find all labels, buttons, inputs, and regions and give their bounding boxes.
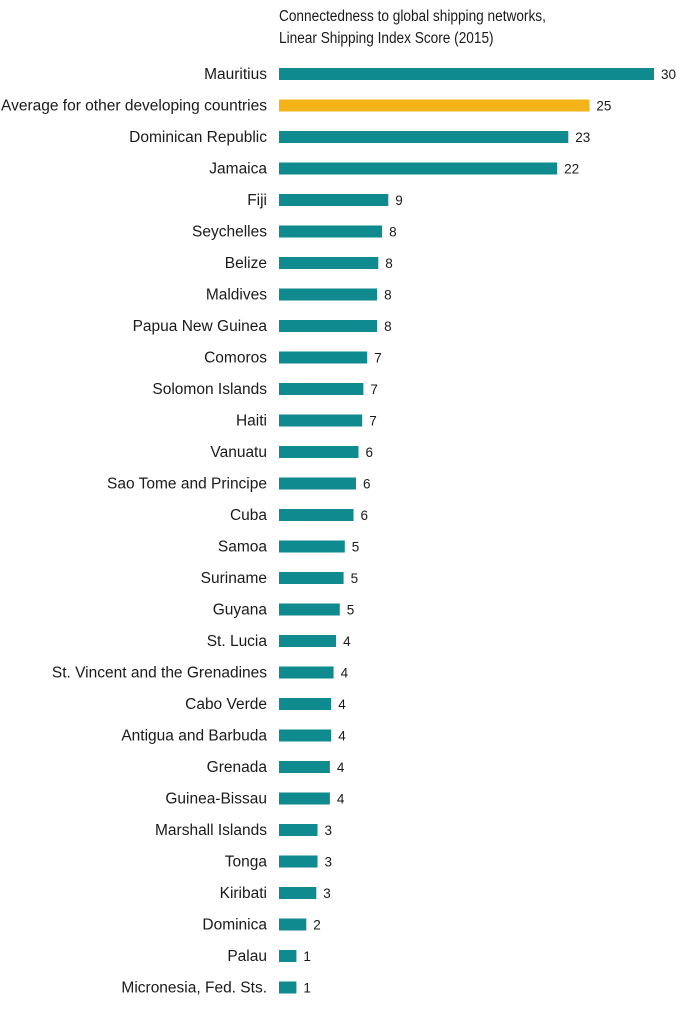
bar-fiji	[279, 194, 389, 206]
value-label-dominica: 2	[313, 918, 321, 933]
value-label-comoros: 7	[374, 351, 382, 366]
bar-average-for-other-developing-countries	[279, 99, 590, 112]
category-label-grenada: Grenada	[207, 759, 268, 776]
value-label-cabo-verde: 4	[338, 697, 346, 712]
bar-micronesia-fed-sts	[279, 981, 297, 994]
category-label-papua-new-guinea: Papua New Guinea	[133, 318, 268, 335]
value-label-average-for-other-developing-countries: 25	[596, 99, 611, 114]
category-label-average-for-other-developing-countries: Average for other developing countries	[1, 98, 267, 115]
value-label-antigua-and-barbuda: 4	[338, 729, 346, 744]
category-label-samoa: Samoa	[218, 539, 267, 556]
bar-seychelles	[279, 225, 383, 238]
value-label-haiti: 7	[369, 414, 377, 429]
value-label-kiribati: 3	[323, 886, 331, 901]
category-label-st-vincent-and-the-grenadines: St. Vincent and the Grenadines	[52, 665, 267, 682]
bar-tonga	[279, 855, 318, 868]
value-label-jamaica: 22	[564, 162, 579, 177]
category-label-guyana: Guyana	[213, 602, 268, 619]
value-label-sao-tome-and-principe: 6	[363, 477, 371, 492]
bar-maldives	[279, 288, 378, 301]
category-label-vanuatu: Vanuatu	[210, 444, 267, 461]
value-label-st-lucia: 4	[343, 634, 351, 649]
category-label-sao-tome-and-principe: Sao Tome and Principe	[107, 476, 267, 493]
bar-guinea-bissau	[279, 792, 330, 805]
bar-sao-tome-and-principe	[279, 477, 356, 490]
category-label-antigua-and-barbuda: Antigua and Barbuda	[121, 728, 267, 745]
category-label-comoros: Comoros	[204, 350, 267, 367]
value-label-papua-new-guinea: 8	[384, 319, 392, 334]
bar-kiribati	[279, 887, 317, 899]
bar-suriname	[279, 572, 344, 584]
value-label-fiji: 9	[395, 193, 403, 208]
bar-cabo-verde	[279, 698, 332, 710]
bar-belize	[279, 257, 379, 269]
value-label-guinea-bissau: 4	[337, 792, 345, 807]
category-label-haiti: Haiti	[236, 413, 267, 430]
chart-title-line-2: Linear Shipping Index Score (2015)	[279, 30, 494, 47]
chart-title-line-1: Connectedness to global shipping network…	[279, 8, 546, 25]
category-label-marshall-islands: Marshall Islands	[155, 822, 267, 839]
value-label-samoa: 5	[352, 540, 360, 555]
bar-marshall-islands	[279, 824, 318, 836]
bar-samoa	[279, 540, 345, 553]
bar-solomon-islands	[279, 383, 364, 395]
value-label-marshall-islands: 3	[325, 823, 333, 838]
chart-title: Connectedness to global shipping network…	[279, 6, 622, 50]
value-label-belize: 8	[385, 256, 393, 271]
bar-st-lucia	[279, 635, 337, 647]
bar-mauritius	[279, 68, 654, 80]
category-label-st-lucia: St. Lucia	[207, 633, 268, 650]
category-label-jamaica: Jamaica	[209, 161, 267, 178]
category-label-tonga: Tonga	[225, 854, 268, 871]
bar-vanuatu	[279, 446, 359, 458]
category-label-suriname: Suriname	[201, 570, 267, 587]
bar-papua-new-guinea	[279, 320, 378, 332]
category-label-kiribati: Kiribati	[220, 885, 267, 902]
bar-jamaica	[279, 162, 558, 175]
category-label-guinea-bissau: Guinea-Bissau	[165, 791, 267, 808]
bar-dominican-republic	[279, 131, 569, 143]
category-label-fiji: Fiji	[247, 192, 267, 209]
value-label-seychelles: 8	[389, 225, 397, 240]
value-label-palau: 1	[303, 949, 311, 964]
category-label-seychelles: Seychelles	[192, 224, 267, 241]
bar-guyana	[279, 603, 340, 616]
bar-comoros	[279, 351, 368, 364]
bar-grenada	[279, 761, 330, 773]
value-label-mauritius: 30	[661, 67, 676, 82]
value-label-vanuatu: 6	[366, 445, 374, 460]
bar-cuba	[279, 509, 354, 521]
category-label-micronesia-fed-sts: Micronesia, Fed. Sts.	[121, 980, 267, 997]
category-label-belize: Belize	[225, 255, 267, 272]
value-label-micronesia-fed-sts: 1	[303, 981, 311, 996]
bar-st-vincent-and-the-grenadines	[279, 666, 334, 679]
category-label-palau: Palau	[227, 948, 267, 965]
value-label-suriname: 5	[351, 571, 359, 586]
value-label-tonga: 3	[325, 855, 333, 870]
bar-antigua-and-barbuda	[279, 729, 332, 742]
category-label-solomon-islands: Solomon Islands	[152, 381, 267, 398]
value-label-st-vincent-and-the-grenadines: 4	[341, 666, 349, 681]
bar-dominica	[279, 918, 307, 931]
value-label-guyana: 5	[347, 603, 355, 618]
value-label-grenada: 4	[337, 760, 345, 775]
category-label-cuba: Cuba	[230, 507, 267, 524]
category-label-dominica: Dominica	[202, 917, 267, 934]
value-label-maldives: 8	[384, 288, 392, 303]
category-label-mauritius: Mauritius	[204, 66, 267, 83]
value-label-dominican-republic: 23	[575, 130, 590, 145]
value-label-cuba: 6	[361, 508, 369, 523]
category-label-dominican-republic: Dominican Republic	[129, 129, 267, 146]
category-label-maldives: Maldives	[206, 287, 267, 304]
bar-palau	[279, 950, 297, 962]
value-label-solomon-islands: 7	[370, 382, 378, 397]
bar-haiti	[279, 414, 363, 427]
category-label-cabo-verde: Cabo Verde	[185, 696, 267, 713]
